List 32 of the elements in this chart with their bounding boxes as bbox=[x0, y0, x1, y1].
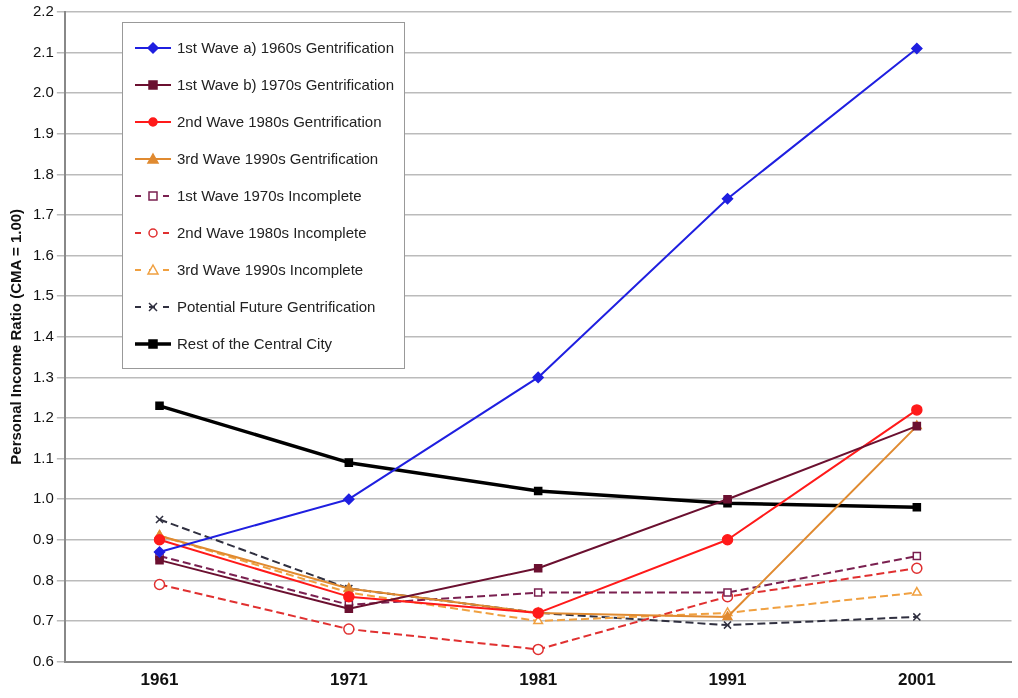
y-tick-label: 0.8 bbox=[32, 570, 54, 588]
y-tick-label: 2.1 bbox=[32, 42, 54, 60]
legend-label: 2nd Wave 1980s Gentrification bbox=[177, 113, 382, 130]
legend-label: 3rd Wave 1990s Gentrification bbox=[177, 150, 379, 167]
y-tick-label: 1.0 bbox=[32, 489, 54, 507]
x-tick-label: 1961 bbox=[140, 670, 179, 690]
legend-label: Rest of the Central City bbox=[177, 335, 333, 352]
y-tick-label: 1.6 bbox=[32, 245, 54, 263]
legend-label: Potential Future Gentrification bbox=[177, 298, 376, 315]
y-tick-label: 0.6 bbox=[32, 651, 54, 669]
y-tick-label: 2.2 bbox=[32, 2, 54, 20]
y-tick-label: 1.4 bbox=[32, 326, 54, 344]
legend-label: 3rd Wave 1990s Incomplete bbox=[177, 261, 364, 278]
y-tick-label: 1.2 bbox=[32, 408, 54, 426]
y-tick-label: 1.8 bbox=[32, 164, 54, 182]
x-tick-label: 1971 bbox=[329, 670, 368, 690]
legend-label: 1st Wave b) 1970s Gentrification bbox=[177, 76, 395, 93]
y-tick-label: 1.1 bbox=[32, 448, 54, 466]
y-axis-title: Personal Income Ratio (CMA = 1.00) bbox=[7, 208, 25, 465]
y-tick-label: 1.9 bbox=[32, 123, 54, 141]
y-tick-label: 1.7 bbox=[32, 205, 54, 223]
y-tick-label: 1.5 bbox=[32, 286, 54, 304]
x-tick-label: 1991 bbox=[708, 670, 747, 690]
y-tick-label: 0.9 bbox=[32, 529, 54, 547]
y-tick-label: 2.0 bbox=[32, 83, 54, 101]
y-tick-label: 0.7 bbox=[32, 611, 54, 629]
y-tick-label: 1.3 bbox=[32, 367, 54, 385]
x-tick-label: 1981 bbox=[519, 670, 558, 690]
legend-label: 1st Wave a) 1960s Gentrification bbox=[177, 39, 395, 56]
legend-label: 1st Wave 1970s Incomplete bbox=[177, 187, 362, 204]
legend-label: 2nd Wave 1980s Incomplete bbox=[177, 224, 367, 241]
x-tick-label: 2001 bbox=[897, 670, 936, 690]
